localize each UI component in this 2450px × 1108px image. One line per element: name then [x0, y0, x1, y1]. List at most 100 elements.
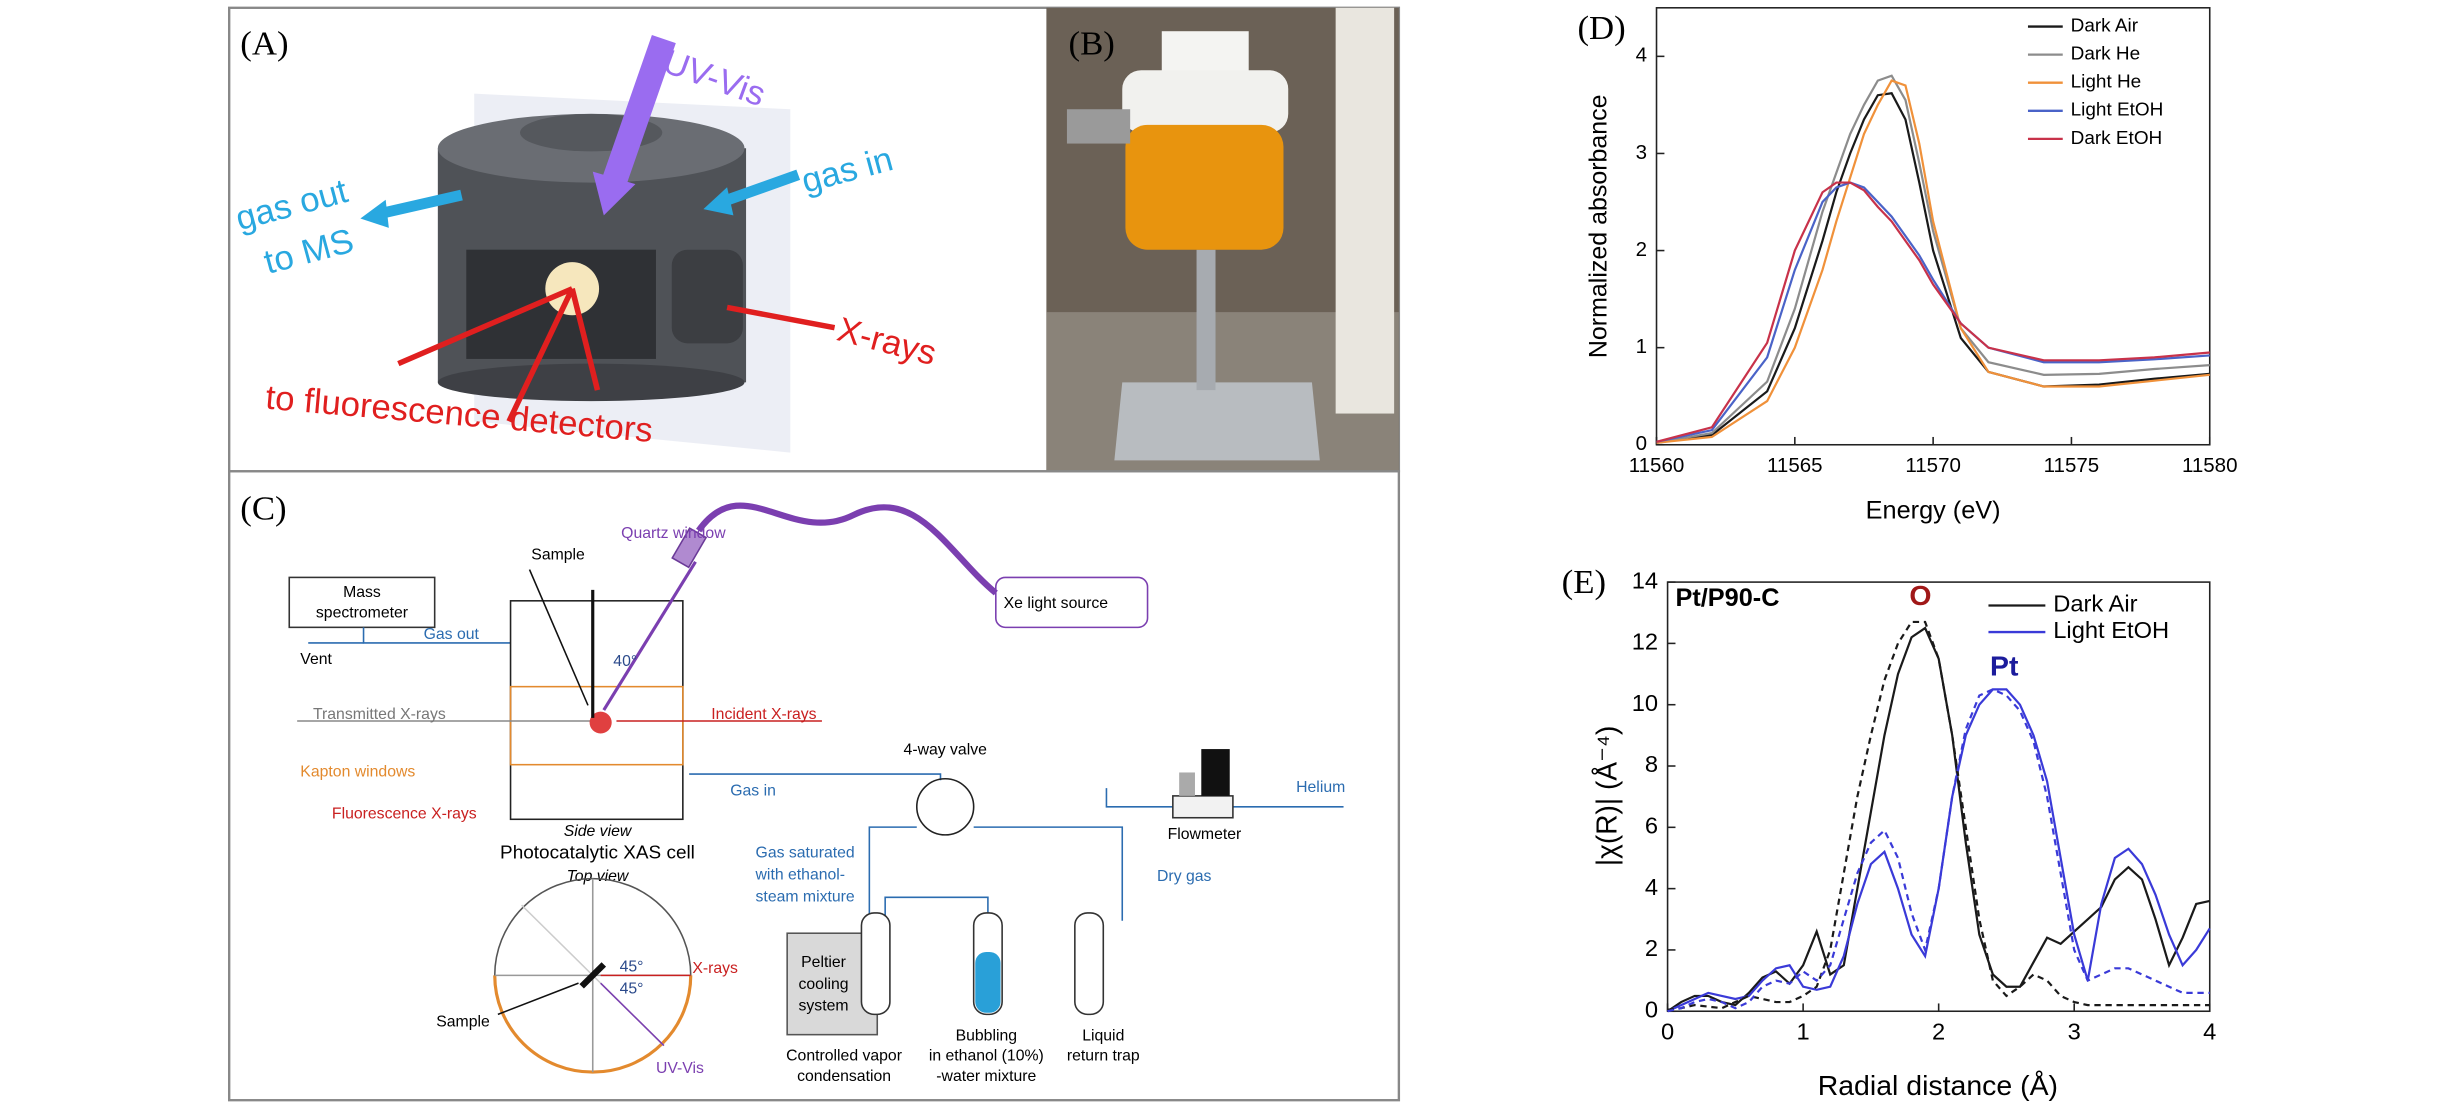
panel-label: (C): [240, 490, 286, 528]
panel-label: (E): [1562, 563, 1606, 601]
y-tick-label: 1: [1636, 336, 1647, 358]
gas-out-arrow: [378, 189, 463, 220]
x-tick-label: 11575: [2044, 455, 2100, 477]
series-line: [1656, 74, 2210, 444]
panel-label: (B): [1069, 25, 1115, 63]
label: Sample: [436, 1013, 490, 1030]
gas-in-arrow: [717, 169, 801, 209]
pipe: [689, 773, 942, 781]
legend-label: Dark EtOH: [2071, 127, 2163, 148]
label: Flowmeter: [1168, 826, 1242, 843]
series-line: [1666, 626, 2210, 1013]
flowmeter: [1172, 795, 1234, 819]
label: Incident X-rays: [711, 706, 816, 723]
series-line: [1667, 688, 2211, 1013]
label: steam mixture: [756, 889, 855, 906]
chart-title: Pt/P90-C: [1675, 584, 1779, 612]
label: condensation: [797, 1068, 891, 1085]
label: -water mixture: [936, 1068, 1036, 1085]
label: Gas saturated: [756, 845, 855, 862]
x-ray: [726, 304, 836, 331]
annotation: Pt: [1990, 650, 2019, 682]
y-axis-label: |χ(R)| (Å⁻⁴): [1590, 726, 1622, 866]
cell-base: [437, 363, 745, 402]
label: system: [799, 998, 849, 1015]
label: Controlled vapor: [786, 1048, 902, 1065]
ray: [506, 287, 575, 423]
series-line: [1656, 79, 2210, 444]
label: Peltier: [801, 954, 846, 971]
label: Xe light source: [1004, 595, 1109, 612]
x-axis-label: Energy (eV): [1866, 497, 2001, 525]
panel-label: (D): [1577, 9, 1625, 47]
label: Photocatalytic XAS cell: [500, 842, 695, 863]
y-tick-label: 4: [1645, 874, 1658, 900]
x-tick-label: 11580: [2182, 455, 2238, 477]
label: Helium: [1296, 779, 1345, 796]
label: cooling: [798, 976, 848, 993]
x-tick-label: 11570: [1905, 455, 1961, 477]
label: 45°: [620, 981, 644, 998]
label: Quartz window: [621, 525, 726, 542]
liquid: [975, 951, 1001, 1013]
legend-label: Dark Air: [2071, 15, 2138, 36]
pipe: [884, 896, 989, 929]
light-path: [602, 560, 697, 711]
y-tick-label: 8: [1645, 751, 1658, 777]
series-line: [1667, 620, 2210, 1011]
bottle: [1074, 912, 1105, 1016]
label: Gas out: [424, 626, 480, 643]
label: Liquid: [1082, 1027, 1124, 1044]
kapton: [509, 685, 684, 766]
base-plate: [1114, 382, 1320, 461]
label: Gas in: [730, 782, 776, 799]
legend-label: Light EtOH: [2071, 99, 2164, 120]
label: spectrometer: [316, 604, 408, 621]
y-tick-label: 10: [1632, 690, 1658, 716]
label: 40°: [613, 653, 637, 670]
x-tick-label: 0: [1661, 1018, 1674, 1044]
y-tick-label: 12: [1632, 629, 1658, 655]
y-tick-label: 0: [1636, 433, 1647, 455]
cell-window: [1125, 124, 1284, 250]
label: Sample: [531, 547, 585, 564]
quartz-window: [671, 527, 708, 569]
ms-box: [288, 576, 436, 629]
label: Bubbling: [956, 1027, 1017, 1044]
x-tick-label: 3: [2068, 1018, 2081, 1044]
fitting: [1066, 109, 1131, 144]
label: Kapton windows: [300, 764, 415, 781]
y-tick-label: 2: [1645, 935, 1658, 961]
label: return trap: [1067, 1048, 1140, 1065]
legend-label: Light He: [2071, 71, 2142, 92]
pipe: [973, 826, 1124, 921]
ray: [397, 286, 574, 367]
x-axis-label: Radial distance (Å): [1818, 1069, 2058, 1101]
label: Mass: [343, 584, 381, 601]
pipe: [1105, 788, 1344, 808]
y-tick-label: 3: [1636, 142, 1647, 164]
panel-b: (B): [1046, 7, 1399, 472]
y-tick-label: 6: [1645, 813, 1658, 839]
post: [1196, 249, 1216, 391]
xe-box: [995, 576, 1149, 629]
ruler: [1335, 7, 1395, 414]
y-axis-label: Normalized absorbance: [1584, 94, 1612, 358]
label: UV-Vis: [656, 1060, 704, 1077]
series-line: [1656, 181, 2210, 443]
bottle: [860, 912, 891, 1016]
series-line: [1667, 688, 2210, 1013]
cylinder: [1201, 749, 1230, 796]
ray: [569, 288, 601, 391]
arrowhead: [703, 187, 734, 216]
legend-label: Dark He: [2071, 43, 2141, 64]
y-tick-label: 4: [1636, 45, 1647, 67]
label: X-rays: [692, 960, 738, 977]
pointer: [528, 569, 589, 706]
label: Transmitted X-rays: [313, 706, 446, 723]
label: 45°: [620, 959, 644, 976]
cell-body: [1122, 70, 1289, 133]
gauge: [1179, 772, 1195, 796]
